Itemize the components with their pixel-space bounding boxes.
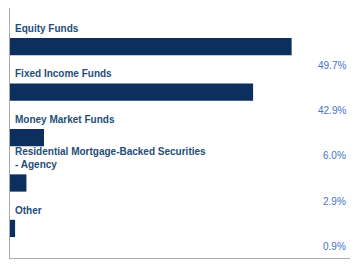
svg-text:Residential Mortgage-Backed Se: Residential Mortgage-Backed Securities- … bbox=[15, 146, 206, 170]
svg-text:Fixed Income Funds: Fixed Income Funds bbox=[15, 68, 112, 79]
svg-text:49.7%: 49.7% bbox=[318, 60, 346, 71]
svg-text:Money Market Funds: Money Market Funds bbox=[15, 114, 115, 125]
svg-text:6.0%: 6.0% bbox=[323, 150, 346, 161]
svg-text:0.9%: 0.9% bbox=[323, 241, 346, 252]
svg-text:42.9%: 42.9% bbox=[318, 105, 346, 116]
svg-text:Equity Funds: Equity Funds bbox=[15, 23, 79, 34]
svg-text:Other: Other bbox=[15, 205, 42, 216]
svg-text:2.9%: 2.9% bbox=[323, 196, 346, 207]
